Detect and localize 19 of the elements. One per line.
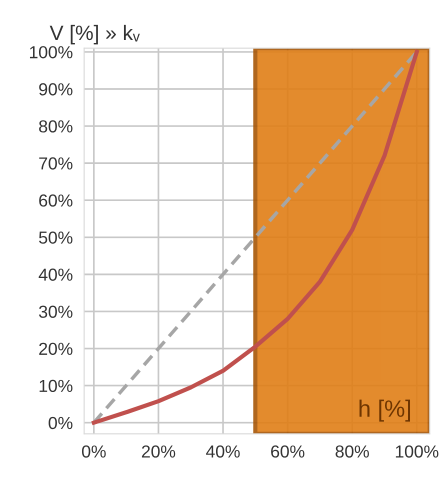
y-axis-title: V [%] » kᵥ (50, 24, 140, 44)
x-tick-label: 60% (271, 445, 304, 458)
x-tick-label: 80% (336, 445, 369, 458)
y-tick-label: 30% (38, 306, 72, 318)
x-axis-title: h [%] (360, 400, 410, 422)
x-tick-label: 40% (206, 445, 240, 458)
y-tick-label: 20% (39, 342, 72, 355)
y-tick-label: 0% (48, 416, 72, 430)
y-tick-label: 90% (39, 83, 72, 96)
y-tick-label: 80% (39, 120, 72, 133)
y-tick-label: 60% (39, 194, 72, 207)
x-tick-label: 20% (142, 445, 176, 458)
y-tick-label: 100% (30, 46, 72, 58)
y-tick-label: 50% (39, 231, 72, 244)
y-tick-label: 40% (38, 268, 72, 281)
y-tick-label: 10% (40, 380, 72, 392)
y-tick-label: 70% (39, 157, 72, 170)
x-tick-label: 100% (396, 445, 438, 458)
x-tick-label: 0% (82, 445, 106, 458)
